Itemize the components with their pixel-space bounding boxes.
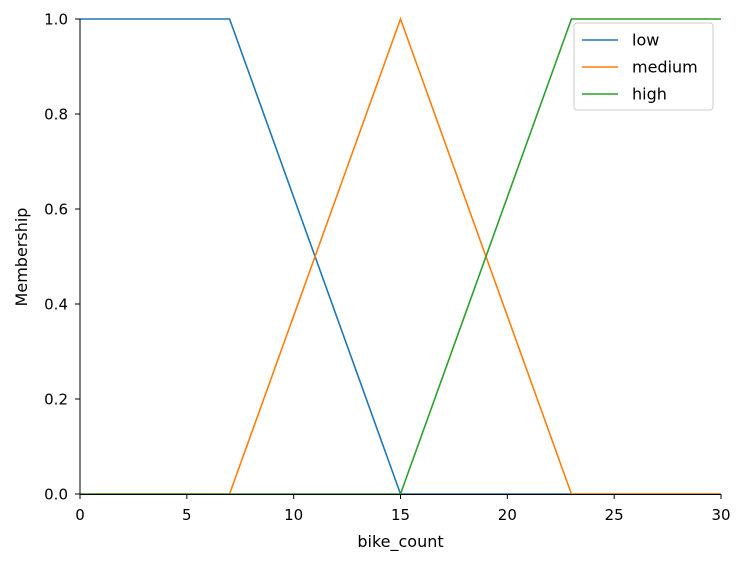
y-tick-label: 1.0 [44,11,68,29]
legend-label-low: low [632,31,659,50]
legend-label-high: high [632,85,667,104]
x-tick-label: 30 [711,506,730,524]
x-tick-label: 20 [498,506,517,524]
y-tick-label: 0.8 [44,106,68,124]
y-axis-label: Membership [12,208,31,307]
legend-label-medium: medium [632,58,698,77]
y-tick-label: 0.6 [44,201,68,219]
x-axis-label: bike_count [357,532,443,552]
y-tick-label: 0.2 [44,391,68,409]
x-tick-label: 5 [182,506,192,524]
x-tick-label: 10 [284,506,303,524]
x-tick-label: 15 [391,506,410,524]
legend-box [573,22,714,111]
ticks-layer: 0 5 10 15 20 25 30 0.0 0.2 0.4 0.6 0.8 1.0 [44,11,730,525]
y-tick-label: 0.0 [44,486,68,504]
legend-entries: low medium high [582,31,698,104]
y-tick-label: 0.4 [44,296,68,314]
legend: low medium high [573,22,714,111]
x-tick-label: 25 [605,506,624,524]
x-tick-label: 0 [75,506,85,524]
